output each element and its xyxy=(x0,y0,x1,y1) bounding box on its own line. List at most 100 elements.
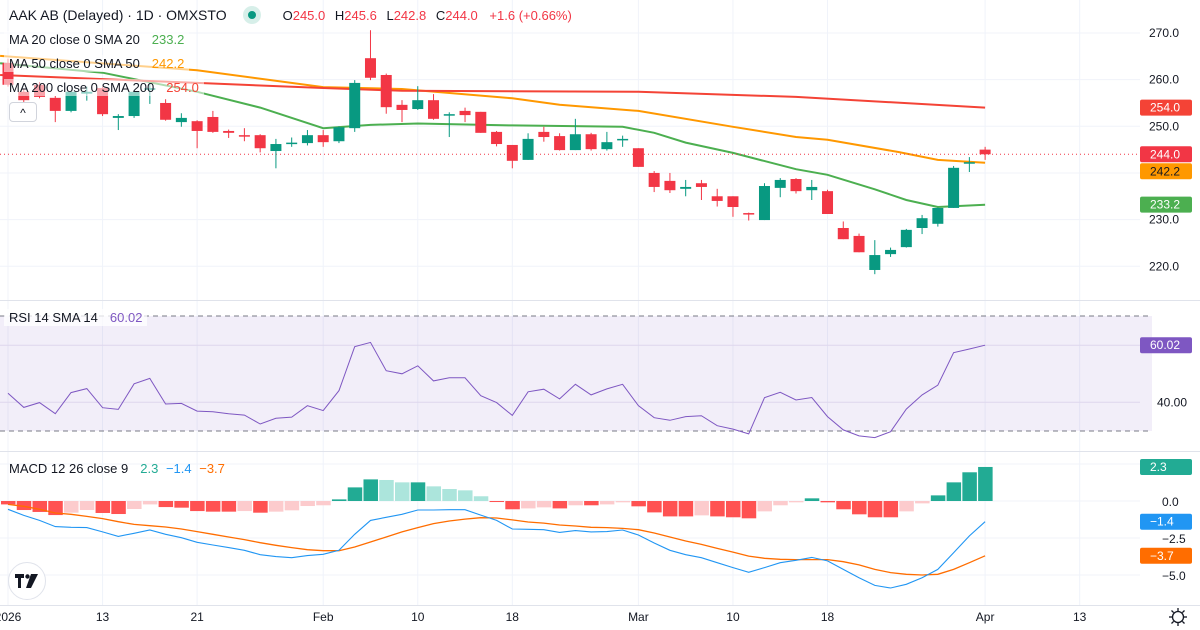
candle-body xyxy=(428,100,440,119)
price-tag-bg xyxy=(1140,99,1192,116)
symbol-title[interactable]: AAK AB (Delayed) · 1D · OMXSTO xyxy=(9,7,227,23)
macd-histogram-bar xyxy=(473,496,489,501)
ma200-label: MA 200 close 0 SMA 200 xyxy=(9,80,155,95)
candle-body xyxy=(491,131,503,145)
candle-body xyxy=(443,114,455,116)
time-axis-label: 13 xyxy=(96,610,110,624)
macd-axis-label: −5.0 xyxy=(1162,569,1186,583)
candle xyxy=(380,73,392,114)
candle xyxy=(743,212,755,221)
candle xyxy=(443,112,455,138)
price-axis-label: 220.0 xyxy=(1149,259,1179,273)
macd-pane[interactable] xyxy=(1,466,993,589)
macd-tag: 2.3 xyxy=(1150,460,1167,474)
macd-histogram-bar xyxy=(899,501,914,512)
macd-histogram-bar xyxy=(489,501,505,503)
candle xyxy=(664,172,676,194)
macd-histogram-bar xyxy=(615,501,631,503)
macd-histogram-bar xyxy=(915,501,930,504)
candle xyxy=(459,107,471,123)
macd-histogram-bar xyxy=(237,501,252,512)
open-value: 245.0 xyxy=(292,7,326,23)
ma200-value: 254.0 xyxy=(166,80,199,95)
candle-body xyxy=(743,213,755,215)
candle xyxy=(191,120,203,149)
macd-tag: −3.7 xyxy=(1150,549,1174,563)
candle xyxy=(727,196,739,217)
candle xyxy=(900,228,912,248)
rsi-tag-bg xyxy=(1140,337,1192,354)
rsi-label: RSI 14 SMA 14 xyxy=(9,310,98,325)
time-axis-label: Feb xyxy=(313,610,334,624)
candle-body xyxy=(979,149,991,155)
macd-histogram-bar xyxy=(852,501,867,515)
price-tag: 254.0 xyxy=(1150,101,1180,115)
macd-label: MACD 12 26 close 9 xyxy=(9,461,129,476)
candle xyxy=(428,94,440,120)
legend-ma200[interactable]: MA 200 close 0 SMA 200 254.0 xyxy=(4,79,204,96)
macd-histogram-bar xyxy=(662,501,678,517)
candle-body xyxy=(790,179,802,192)
candle-body xyxy=(727,196,739,208)
candle xyxy=(270,138,282,169)
macd-histogram-bar xyxy=(395,482,410,501)
candle-body xyxy=(49,97,61,111)
rsi-pane[interactable] xyxy=(7,341,986,439)
collapse-legend-button[interactable]: ^ xyxy=(9,102,37,122)
macd-histogram-bar xyxy=(127,501,142,509)
candle-body xyxy=(585,134,597,150)
candle-body xyxy=(238,135,250,137)
candle xyxy=(112,114,124,131)
candle xyxy=(617,135,629,147)
rsi-band-fill xyxy=(0,316,1152,431)
candle-body xyxy=(932,207,944,224)
macd-hist-value: 2.3 xyxy=(140,461,159,476)
legend-ma20[interactable]: MA 20 close 0 SMA 20 233.2 xyxy=(4,31,190,48)
macd-histogram-bar xyxy=(694,501,709,516)
macd-histogram-bar xyxy=(678,501,694,517)
candle-body xyxy=(380,74,392,108)
macd-histogram-bar xyxy=(536,501,552,508)
tradingview-logo-icon[interactable] xyxy=(8,562,46,600)
time-axis-label: 10 xyxy=(411,610,425,624)
candle-body xyxy=(885,249,897,255)
time-axis-label: 10 xyxy=(726,610,740,624)
candle-body xyxy=(963,162,975,164)
candle xyxy=(254,134,266,153)
macd-histogram-bar xyxy=(789,501,804,503)
legend-rsi[interactable]: RSI 14 SMA 14 60.02 xyxy=(4,309,148,326)
macd-histogram-bar xyxy=(584,501,599,506)
candle-body xyxy=(648,172,660,187)
ma50-label: MA 50 close 0 SMA 50 xyxy=(9,56,140,71)
candle xyxy=(412,86,424,110)
candle xyxy=(885,247,897,257)
candle-body xyxy=(569,134,581,151)
legend-macd[interactable]: MACD 12 26 close 9 2.3 −1.4 −3.7 xyxy=(4,460,230,477)
ohlc-values: O245.0 H245.6 L242.8 C244.0 +1.6 (+0.66%… xyxy=(277,8,572,23)
gear-icon[interactable] xyxy=(1168,607,1188,627)
macd-histogram-bar xyxy=(221,501,237,512)
macd-histogram-bar xyxy=(363,479,378,501)
macd-tag-bg xyxy=(1140,547,1192,564)
market-open-dot-icon xyxy=(242,6,261,24)
candle-body xyxy=(632,148,644,167)
candle xyxy=(790,178,802,194)
macd-axis-label: 0.0 xyxy=(1162,495,1179,509)
candle-body xyxy=(333,127,345,142)
macd-histogram-bar xyxy=(836,501,851,510)
candle-body xyxy=(806,186,818,191)
candle-body xyxy=(475,111,487,133)
price-axis-label: 260.0 xyxy=(1149,73,1179,87)
candle xyxy=(238,128,250,142)
candle-body xyxy=(822,191,834,215)
macd-histogram-bar xyxy=(458,490,473,501)
candle-body xyxy=(664,180,676,191)
macd-histogram-bar xyxy=(379,479,394,501)
candle-body xyxy=(396,104,408,110)
macd-histogram-bar xyxy=(174,501,189,508)
candle xyxy=(979,146,991,160)
price-axis-label: 250.0 xyxy=(1149,119,1179,133)
legend-ma50[interactable]: MA 50 close 0 SMA 50 242.2 xyxy=(4,55,190,72)
macd-histogram-bar xyxy=(32,501,48,512)
